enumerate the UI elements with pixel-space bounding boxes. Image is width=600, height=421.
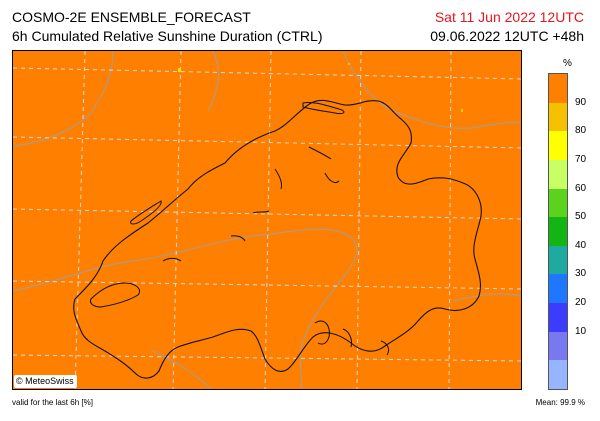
legend-swatch bbox=[549, 245, 567, 275]
legend-tick-label: 20 bbox=[575, 297, 587, 309]
model-title: COSMO-2E ENSEMBLE_FORECAST bbox=[12, 9, 251, 25]
legend-swatch bbox=[549, 360, 567, 390]
legend-swatch bbox=[549, 303, 567, 333]
legend-swatch bbox=[549, 102, 567, 132]
legend-tick-label: 10 bbox=[575, 325, 587, 337]
legend-swatch bbox=[549, 331, 567, 361]
legend-swatch bbox=[549, 131, 567, 161]
hotspot bbox=[178, 68, 181, 72]
legend-swatch bbox=[549, 74, 567, 104]
copyright-label: © MeteoSwiss bbox=[14, 375, 77, 388]
sunshine-map bbox=[12, 50, 522, 390]
hotspot bbox=[461, 109, 463, 112]
lakes bbox=[90, 102, 390, 356]
swiss-border bbox=[73, 99, 482, 379]
legend-tick-label: 70 bbox=[575, 153, 587, 165]
run-info: 09.06.2022 12UTC +48h bbox=[430, 28, 584, 44]
map-field bbox=[13, 51, 521, 389]
legend-tick-label: 80 bbox=[575, 125, 587, 137]
legend-unit: % bbox=[563, 58, 572, 69]
legend-tick-label: 40 bbox=[575, 239, 587, 251]
legend-swatch bbox=[549, 188, 567, 218]
legend-swatch bbox=[549, 274, 567, 304]
hotspot bbox=[348, 63, 350, 65]
legend-swatch bbox=[549, 159, 567, 190]
outer-lines bbox=[13, 51, 521, 389]
legend-tick-label: 90 bbox=[575, 96, 587, 108]
grid-lines bbox=[13, 51, 521, 389]
legend-swatch bbox=[549, 217, 567, 247]
valid-date: Sat 11 Jun 2022 12UTC bbox=[434, 9, 584, 25]
legend-tick-label: 50 bbox=[575, 211, 587, 223]
validity-note: valid for the last 6h [%] bbox=[12, 398, 93, 407]
legend-tick-label: 30 bbox=[575, 268, 587, 280]
product-title: 6h Cumulated Relative Sunshine Duration … bbox=[12, 28, 323, 44]
color-legend bbox=[548, 73, 568, 390]
mean-value: Mean: 99.9 % bbox=[535, 398, 585, 407]
legend-tick-label: 60 bbox=[575, 182, 587, 194]
